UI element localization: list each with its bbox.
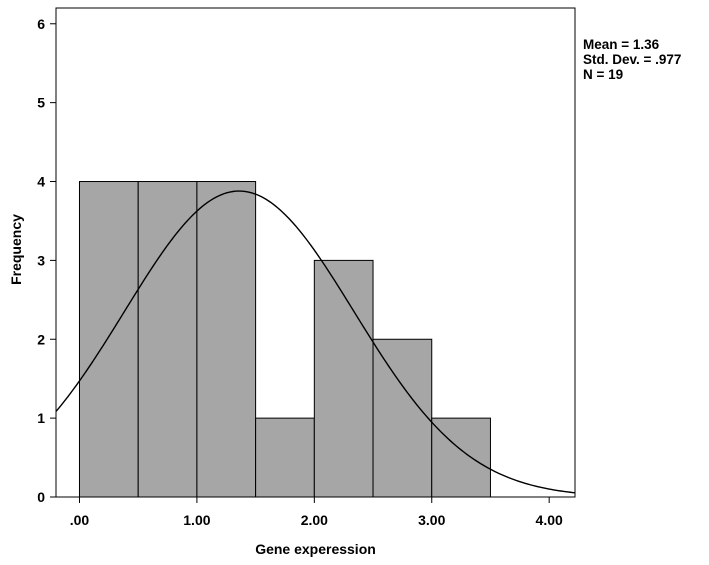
y-tick-label: 1 bbox=[37, 410, 45, 426]
stat-n: N = 19 bbox=[583, 67, 624, 82]
histogram-bar bbox=[313, 259, 374, 498]
stat-mean: Mean = 1.36 bbox=[583, 37, 660, 52]
x-tick-label: 1.00 bbox=[183, 512, 210, 528]
y-tick-label: 6 bbox=[37, 16, 45, 32]
stat-std-dev: Std. Dev. = .977 bbox=[583, 52, 682, 67]
x-tick-label: .00 bbox=[70, 512, 90, 528]
y-axis: 0 1 2 3 4 5 6 bbox=[37, 16, 56, 505]
x-axis: .00 1.00 2.00 3.00 4.00 bbox=[70, 497, 563, 528]
x-tick-label: 4.00 bbox=[536, 512, 563, 528]
normal-curve bbox=[55, 190, 576, 494]
plot-frame bbox=[55, 7, 576, 498]
x-axis-label: Gene experession bbox=[255, 541, 376, 557]
x-tick-label: 3.00 bbox=[418, 512, 445, 528]
histogram-bar bbox=[137, 181, 198, 498]
histogram-bar bbox=[78, 181, 139, 498]
y-axis-label: Frequency bbox=[8, 214, 24, 285]
y-tick-label: 4 bbox=[37, 174, 45, 190]
y-tick-label: 2 bbox=[37, 331, 45, 347]
histogram-bar bbox=[431, 417, 491, 498]
histogram-bar bbox=[255, 417, 315, 498]
y-tick-label: 0 bbox=[37, 489, 45, 505]
y-tick-label: 5 bbox=[37, 95, 45, 111]
histogram-bar bbox=[196, 181, 257, 498]
histogram-bars bbox=[78, 181, 491, 498]
y-tick-label: 3 bbox=[37, 252, 45, 268]
summary-statistics: Mean = 1.36 Std. Dev. = .977 N = 19 bbox=[583, 37, 681, 82]
x-tick-label: 2.00 bbox=[301, 512, 328, 528]
histogram-bar bbox=[372, 338, 433, 498]
